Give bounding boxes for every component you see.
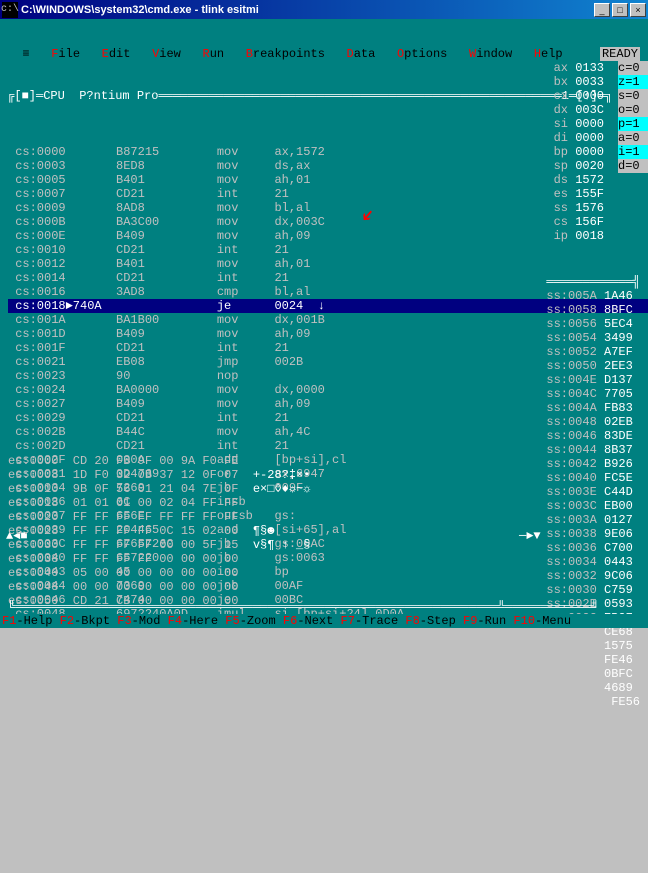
status-ready: READY xyxy=(600,47,640,61)
fkey-F6[interactable]: F6-Next xyxy=(283,614,333,628)
disasm-row[interactable]: cs:0010 CD21 int 21 xyxy=(8,243,648,257)
flags-panel: c=0z=1s=0o=0p=1a=0i=1d=0 xyxy=(618,61,648,173)
fkey-F3[interactable]: F3-Mod xyxy=(117,614,160,628)
maximize-button[interactable]: □ xyxy=(612,3,628,17)
stack-row: ss:0024 0BFC xyxy=(546,667,640,681)
register-sp: sp 0020 xyxy=(554,159,604,173)
fkey-F7[interactable]: F7-Trace xyxy=(341,614,399,628)
register-cx: cx 0000 xyxy=(554,89,604,103)
disasm-row[interactable]: cs:000B BA3C00 mov dx,003C xyxy=(8,215,648,229)
memdump-row: es:0038 FF FF FF FF 00 00 00 00 xyxy=(8,552,640,566)
memdump-row: es:0018 01 01 01 00 02 04 FF FF xyxy=(8,496,640,510)
close-button[interactable]: × xyxy=(630,3,646,17)
flag-c: c=0 xyxy=(618,61,648,75)
flag-o: o=0 xyxy=(618,103,648,117)
disasm-row[interactable]: cs:0003 8ED8 mov ds,ax xyxy=(8,159,648,173)
register-ss: ss 1576 xyxy=(554,201,604,215)
stack-row: ss:005A 1A46 xyxy=(546,289,640,303)
register-ds: ds 1572 xyxy=(554,173,604,187)
disasm-row[interactable]: cs:0012 B401 mov ah,01 xyxy=(8,257,648,271)
register-bp: bp 0000 xyxy=(554,145,604,159)
register-bx: bx 0033 xyxy=(554,75,604,89)
flag-s: s=0 xyxy=(618,89,648,103)
stack-row: ss:0028 1575 xyxy=(546,639,640,653)
disasm-row[interactable]: cs:0005 B401 mov ah,01 xyxy=(8,173,648,187)
menu-item[interactable]: View xyxy=(152,47,181,61)
disasm-row[interactable]: cs:000E B409 mov ah,09 xyxy=(8,229,648,243)
memdump-row: es:0008 1D F0 32 0B 37 12 0F 07 +-28?‡×• xyxy=(8,468,640,482)
flag-i: i=1 xyxy=(618,145,648,159)
memdump-row: es:0040 05 00 00 00 00 00 00 00 xyxy=(8,566,640,580)
stack-row: ss:0058 8BFC xyxy=(546,303,640,317)
fkey-F9[interactable]: F9-Run xyxy=(463,614,506,628)
memdump-row: es:0000 CD 20 FB 9F 00 9A F0 FE xyxy=(8,454,640,468)
menu-bar: ≡ File Edit View Run Breakpoints Data Op… xyxy=(0,47,648,61)
registers-panel: ax 0133bx 0033cx 0000dx 003Csi 0000di 00… xyxy=(554,61,604,243)
flag-d: d=0 xyxy=(618,159,648,173)
memory-dump-panel: es:0000 CD 20 FB 9F 00 9A F0 FE es:0008 … xyxy=(8,454,640,608)
menu-item[interactable]: Options xyxy=(397,47,447,61)
stack-row: ss:0026 FE46 xyxy=(546,653,640,667)
stack-row: ss:0050 2EE3 xyxy=(546,359,640,373)
menu-item[interactable]: Run xyxy=(202,47,224,61)
fkey-bar: F1-Help F2-Bkpt F3-Mod F4-Here F5-Zoom F… xyxy=(0,614,648,628)
menu-item[interactable]: Edit xyxy=(102,47,131,61)
register-es: es 155F xyxy=(554,187,604,201)
register-ip: ip 0018 xyxy=(554,229,604,243)
stack-row: ss:004E D137 xyxy=(546,373,640,387)
window-title: C:\WINDOWS\system32\cmd.exe - tlink esit… xyxy=(21,3,592,17)
stack-border-top: ════════════╣ xyxy=(546,275,640,289)
app-icon: c:\ xyxy=(2,2,18,18)
fkey-F10[interactable]: F10-Menu xyxy=(513,614,571,628)
memdump-row: es:0028 FF FF FF FF 0C 15 02 00 ¶§☻ xyxy=(8,524,640,538)
stack-row: ss:004C 7705 xyxy=(546,387,640,401)
fkey-F8[interactable]: F8-Step xyxy=(405,614,455,628)
fkey-F2[interactable]: F2-Bkpt xyxy=(60,614,110,628)
stack-row: ss:0054 3499 xyxy=(546,331,640,345)
menu-item[interactable]: Data xyxy=(347,47,376,61)
memdump-row: es:0010 9B 0F 56 01 21 04 7E 0F e×□◊♦☼~☼ xyxy=(8,482,640,496)
fkey-F4[interactable]: F4-Here xyxy=(168,614,218,628)
terminal-area: ≡ File Edit View Run Breakpoints Data Op… xyxy=(0,19,648,628)
flag-z: z=1 xyxy=(618,75,648,89)
memdump-row: es:0030 FF FF FF FF 00 00 5F 15 v§¶ ↑ _§ xyxy=(8,538,640,552)
stack-row: ss:0046 83DE xyxy=(546,429,640,443)
disasm-row[interactable]: cs:0000 B87215 mov ax,1572 xyxy=(8,145,648,159)
register-si: si 0000 xyxy=(554,117,604,131)
stack-row: ss:0022 4689 xyxy=(546,681,640,695)
memdump-row: es:0020 FF FF FF FF FF FF FF FF xyxy=(8,510,640,524)
flag-a: a=0 xyxy=(618,131,648,145)
stack-row: ss:004A FB83 xyxy=(546,401,640,415)
window-titlebar: c:\ C:\WINDOWS\system32\cmd.exe - tlink … xyxy=(0,0,648,19)
stack-row: ss:0052 A7EF xyxy=(546,345,640,359)
menu-item[interactable]: Window xyxy=(469,47,512,61)
panel-footer: ╚═══════════════════════════════════════… xyxy=(8,600,599,614)
menu-item[interactable]: Breakpoints xyxy=(246,47,325,61)
minimize-button[interactable]: _ xyxy=(594,3,610,17)
memdump-row: es:0048 00 00 00 00 00 00 00 00 xyxy=(8,580,640,594)
register-di: di 0000 xyxy=(554,131,604,145)
stack-row: ss:0020► FE56 xyxy=(546,695,640,709)
register-cs: cs 156F xyxy=(554,215,604,229)
disasm-row[interactable]: cs:0007 CD21 int 21 xyxy=(8,187,648,201)
panel-header: ╔[■]═CPU P?ntium Pro════════════════════… xyxy=(0,89,648,103)
disasm-row[interactable]: cs:0009 8AD8 mov bl,al xyxy=(8,201,648,215)
fkey-F5[interactable]: F5-Zoom xyxy=(225,614,275,628)
menu-item[interactable]: Help xyxy=(534,47,563,61)
stack-row: ss:0048 02EB xyxy=(546,415,640,429)
fkey-F1[interactable]: F1-Help xyxy=(2,614,52,628)
flag-p: p=1 xyxy=(618,117,648,131)
stack-row: ss:0056 5EC4 xyxy=(546,317,640,331)
register-ax: ax 0133 xyxy=(554,61,604,75)
register-dx: dx 003C xyxy=(554,103,604,117)
menu-item[interactable]: File xyxy=(51,47,80,61)
